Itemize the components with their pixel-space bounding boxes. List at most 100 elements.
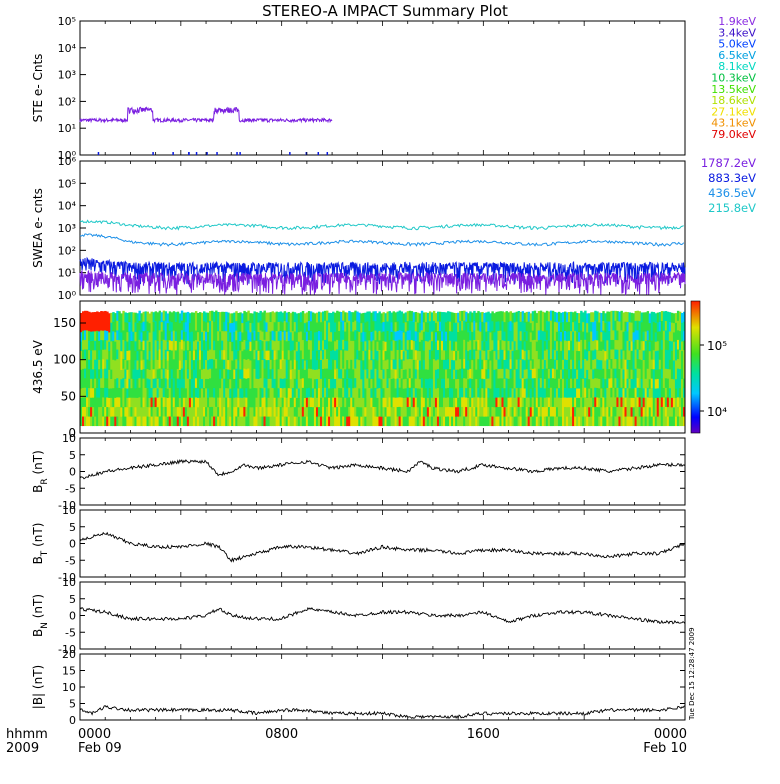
heatmap-cell: [420, 387, 424, 398]
heatmap-cell: [588, 350, 591, 361]
heatmap-cell: [241, 360, 244, 370]
heatmap-cell: [196, 350, 200, 361]
heatmap-cell: [225, 406, 228, 417]
heatmap-cell: [406, 330, 410, 341]
heatmap-cell: [642, 416, 646, 427]
heatmap-cell: [152, 331, 156, 341]
heatmap-cell: [221, 406, 224, 417]
heatmap-cell: [92, 349, 95, 360]
heatmap-cell: [586, 332, 589, 342]
heatmap-cell: [491, 406, 494, 417]
heatmap-cell: [398, 320, 402, 331]
heatmap-cell: [467, 360, 470, 370]
heatmap-cell: [572, 416, 575, 427]
heatmap-cell: [676, 358, 680, 369]
heatmap-cell: [465, 340, 468, 351]
heatmap-cell: [188, 350, 192, 361]
heatmap-cell: [146, 330, 149, 341]
heatmap-cell: [140, 378, 143, 389]
heatmap-cell: [368, 387, 371, 398]
heatmap-cell: [315, 388, 319, 398]
heatmap-cell: [424, 406, 428, 417]
heatmap-cell: [136, 350, 139, 361]
heatmap-cell: [440, 406, 444, 417]
heatmap-cell: [517, 320, 521, 331]
heatmap-cell: [447, 406, 450, 417]
heatmap-cell: [344, 312, 347, 323]
heatmap-cell: [517, 368, 521, 379]
heatmap-cell: [515, 397, 519, 408]
heatmap-cell: [523, 397, 527, 408]
heatmap-cell: [384, 360, 387, 370]
heatmap-cell: [124, 416, 127, 427]
heatmap-cell: [205, 378, 208, 389]
heatmap-cell: [342, 368, 345, 379]
heatmap-cell: [475, 416, 478, 427]
heatmap-cell: [227, 359, 230, 370]
heatmap-cell: [233, 331, 236, 342]
heatmap-cell: [670, 331, 674, 342]
heatmap-cell: [84, 329, 87, 340]
heatmap-cell: [184, 387, 188, 398]
heatmap-cell: [180, 348, 184, 359]
heatmap-cell: [156, 397, 160, 408]
heatmap-cell: [453, 322, 456, 333]
heatmap-cell: [219, 397, 222, 408]
heatmap-cell: [559, 416, 563, 427]
heatmap-cell: [531, 368, 535, 379]
heatmap-cell: [493, 397, 496, 408]
heatmap-cell: [160, 406, 164, 417]
heatmap-cell: [555, 350, 559, 361]
heatmap-cell: [350, 387, 353, 398]
heatmap-cell: [209, 358, 212, 369]
heatmap-cell: [493, 313, 496, 323]
heatmap-cell: [604, 369, 607, 380]
heatmap-cell: [261, 397, 264, 408]
heatmap-cell: [523, 350, 527, 361]
heatmap-cell: [447, 311, 450, 322]
heatmap-cell: [221, 359, 224, 370]
heatmap-cell: [366, 349, 369, 360]
heatmap-cell: [680, 322, 684, 333]
heatmap-cell: [176, 387, 180, 398]
heatmap-cell: [459, 330, 462, 341]
heatmap-cell: [114, 350, 117, 361]
heatmap-cell: [172, 311, 176, 322]
heatmap-cell: [120, 388, 123, 398]
heatmap-cell: [152, 359, 156, 370]
heatmap-cell: [608, 321, 611, 332]
heatmap-cell: [378, 368, 381, 379]
heatmap-cell: [176, 378, 180, 389]
heatmap-cell: [378, 340, 381, 350]
heatmap-cell: [592, 416, 595, 427]
heatmap-cell: [676, 416, 680, 427]
heatmap-cell: [267, 387, 270, 398]
heatmap-cell: [682, 397, 686, 408]
heatmap-cell: [557, 406, 561, 417]
heatmap-cell: [251, 369, 254, 380]
heatmap-cell: [640, 387, 644, 398]
heatmap-cell: [561, 340, 565, 351]
heatmap-cell: [414, 330, 418, 341]
heatmap-cell: [586, 360, 589, 370]
heatmap-cell: [330, 322, 333, 333]
heatmap-cell: [184, 321, 188, 332]
heatmap-cell: [582, 321, 585, 332]
heatmap-cell: [174, 321, 178, 332]
heatmap-cell: [126, 331, 129, 342]
heatmap-cell: [96, 320, 99, 331]
heatmap-cell: [451, 369, 454, 379]
heatmap-cell: [120, 397, 123, 408]
heatmap-cell: [602, 377, 605, 388]
y-axis-label: SWEA e- cnts: [31, 188, 45, 268]
heatmap-cell: [386, 368, 389, 379]
heatmap-cell: [271, 349, 274, 360]
heatmap-cell: [207, 406, 210, 417]
heatmap-cell: [166, 378, 170, 389]
heatmap-cell: [82, 339, 85, 350]
heatmap-cell: [297, 378, 301, 389]
heatmap-cell: [281, 359, 285, 370]
heatmap-cell: [305, 331, 309, 342]
heatmap-cell: [547, 416, 551, 427]
y-tick-label: 10⁵: [58, 15, 76, 28]
